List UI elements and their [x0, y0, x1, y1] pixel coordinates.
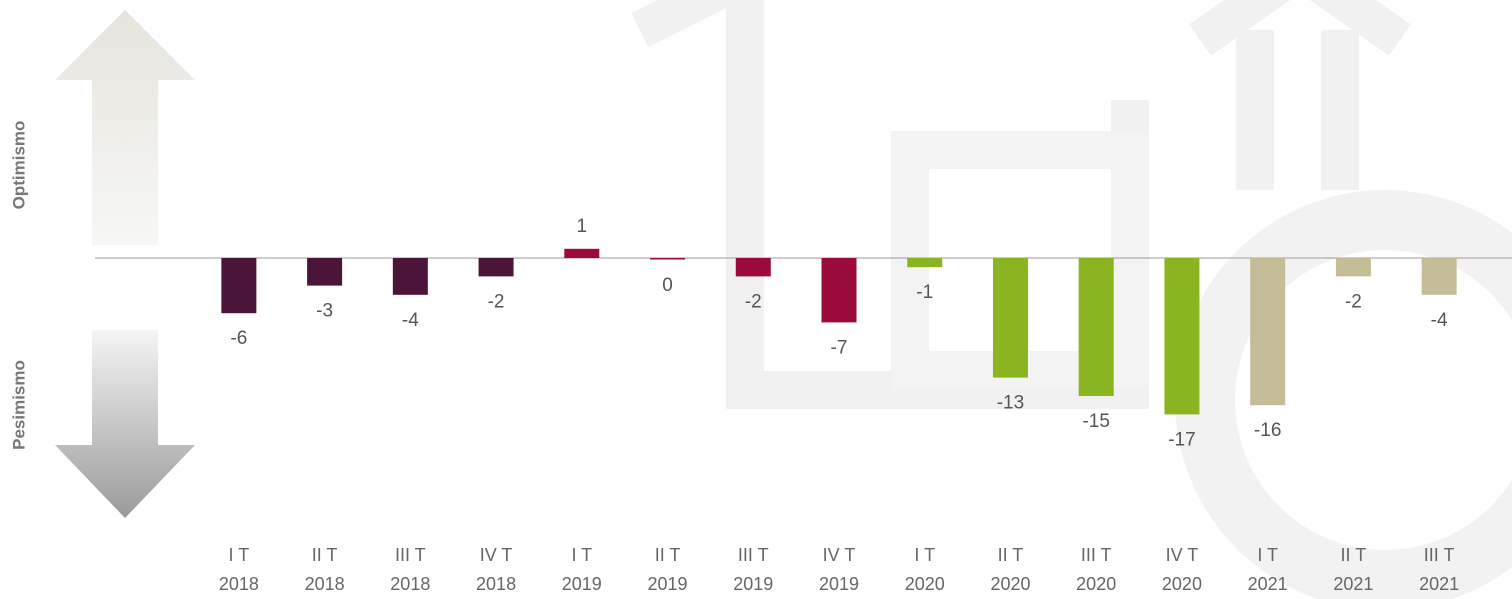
bar: [221, 258, 256, 313]
bar: [736, 258, 771, 276]
value-label: -7: [831, 337, 848, 358]
bar: [1079, 258, 1114, 396]
bar: [993, 258, 1028, 378]
x-tick-label: III T: [738, 545, 769, 565]
x-tick-label: 2019: [562, 574, 602, 594]
x-tick-label: III T: [395, 545, 426, 565]
bar: [1164, 258, 1199, 414]
bar: [650, 258, 685, 260]
value-label: 1: [577, 216, 588, 237]
optimism-arrow: [55, 10, 195, 245]
bar: [822, 258, 857, 322]
x-tick-label: I T: [229, 545, 250, 565]
watermark: [640, 0, 1512, 580]
x-tick-label: IV T: [823, 545, 856, 565]
value-label: 0: [662, 275, 673, 296]
x-tick-label: I T: [571, 545, 592, 565]
x-tick-label: II T: [312, 545, 338, 565]
x-tick-label: 2018: [305, 574, 345, 594]
chart: Optimismo Pesimismo -6 I T 2018 -3 II T 2018 -…: [0, 0, 1512, 599]
value-label: -3: [316, 301, 333, 322]
optimism-label: Optimismo: [9, 121, 28, 210]
value-label: -1: [916, 282, 933, 303]
bar: [907, 258, 942, 267]
x-tick-label: 2018: [390, 574, 430, 594]
pessimism-label: Pesimismo: [9, 360, 28, 450]
bar: [393, 258, 428, 295]
value-label: -4: [402, 310, 419, 331]
x-tick-label: 2020: [990, 574, 1030, 594]
x-tick-label: IV T: [480, 545, 513, 565]
bar: [1250, 258, 1285, 405]
x-tick-label: 2021: [1248, 574, 1288, 594]
pessimism-arrow: [55, 330, 195, 518]
value-label: -4: [1431, 310, 1448, 331]
x-tick-label: II T: [998, 545, 1024, 565]
value-label: -2: [488, 291, 505, 312]
x-tick-label: 2020: [905, 574, 945, 594]
x-tick-label: 2018: [219, 574, 259, 594]
value-label: -6: [230, 328, 247, 349]
value-label: -2: [745, 291, 762, 312]
x-tick-label: III T: [1081, 545, 1112, 565]
bar: [1422, 258, 1457, 295]
x-tick-label: II T: [655, 545, 681, 565]
x-tick-label: 2020: [1076, 574, 1116, 594]
bar: [307, 258, 342, 286]
x-tick-label: 2019: [733, 574, 773, 594]
value-label: -16: [1254, 420, 1281, 441]
value-label: -2: [1345, 291, 1362, 312]
x-tick-label: III T: [1424, 545, 1455, 565]
x-tick-label: 2021: [1333, 574, 1373, 594]
value-label: -15: [1082, 411, 1109, 432]
x-tick-label: I T: [914, 545, 935, 565]
x-tick-label: I T: [1257, 545, 1278, 565]
bar: [564, 249, 599, 258]
bar: [479, 258, 514, 276]
value-label: -17: [1168, 429, 1195, 450]
x-tick-label: 2018: [476, 574, 516, 594]
x-tick-label: IV T: [1166, 545, 1199, 565]
bar: [1336, 258, 1371, 276]
x-tick-label: 2021: [1419, 574, 1459, 594]
x-tick-label: 2020: [1162, 574, 1202, 594]
x-tick-label: 2019: [819, 574, 859, 594]
x-tick-label: II T: [1341, 545, 1367, 565]
value-label: -13: [997, 393, 1024, 414]
x-tick-label: 2019: [648, 574, 688, 594]
